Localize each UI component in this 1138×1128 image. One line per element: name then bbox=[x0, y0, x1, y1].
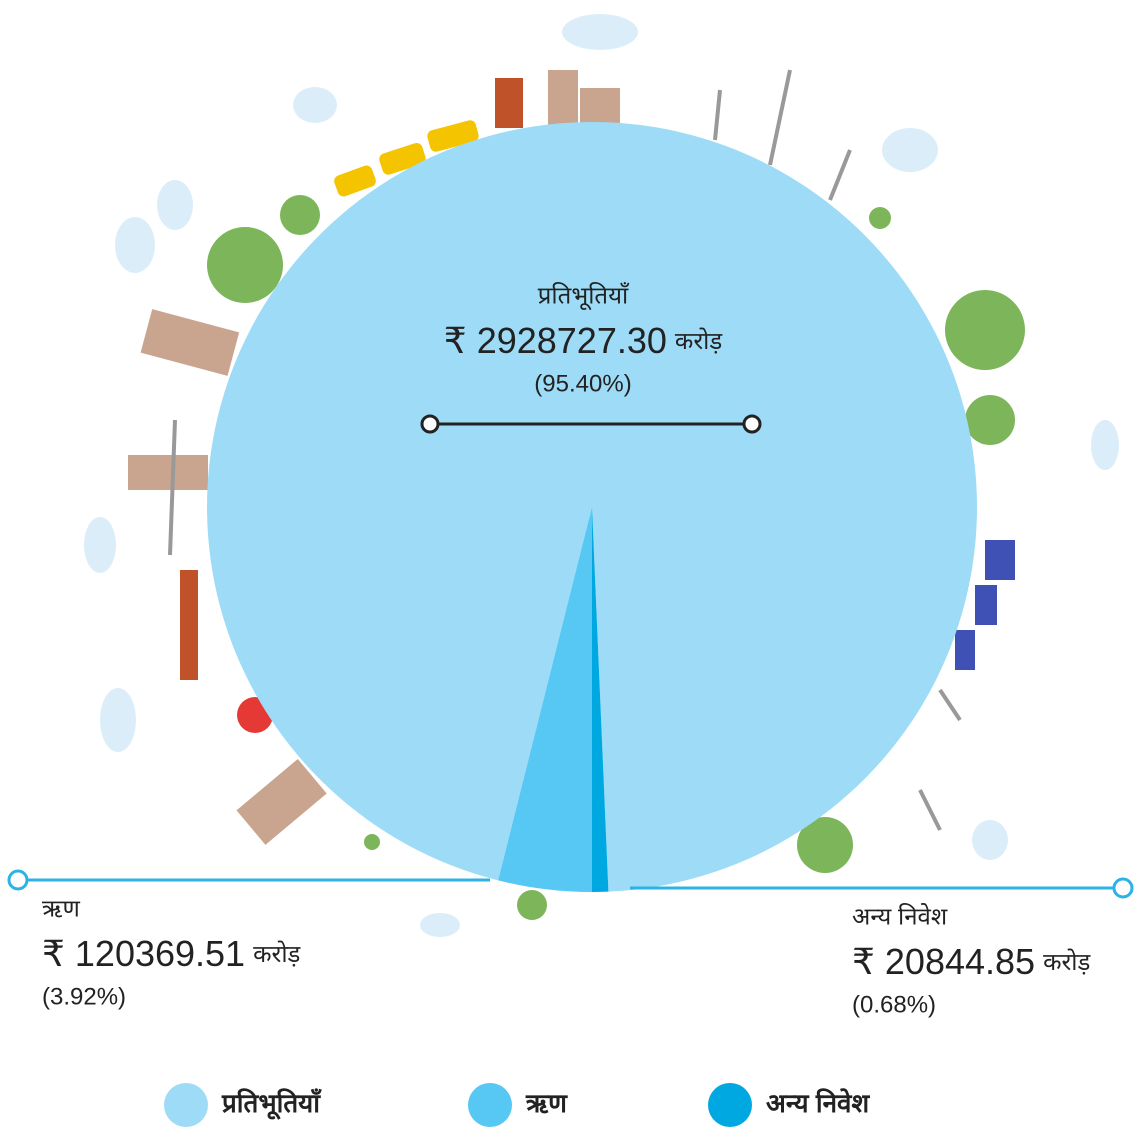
slice-name: प्रतिभूतियॉं bbox=[538, 281, 630, 310]
legend-label: प्रतिभूतियॉं bbox=[221, 1088, 322, 1120]
legend-swatch bbox=[708, 1083, 752, 1127]
pie-slice bbox=[206, 121, 977, 892]
value-label: ₹ 2928727.30 करोड़ bbox=[444, 320, 724, 361]
value-amount: ₹ 20844.85 bbox=[852, 941, 1035, 982]
legend-label: ऋण bbox=[525, 1088, 568, 1118]
value-unit: करोड़ bbox=[675, 327, 723, 355]
legend-label: अन्य निवेश bbox=[766, 1088, 870, 1118]
value-unit: करोड़ bbox=[253, 940, 301, 968]
percent-label: (3.92%) bbox=[42, 983, 126, 1010]
slice-name: ऋण bbox=[42, 895, 80, 922]
decoration bbox=[84, 14, 1119, 937]
value-amount: ₹ 2928727.30 bbox=[444, 320, 667, 361]
value-label: ₹ 20844.85 करोड़ bbox=[852, 941, 1092, 982]
pie-slice bbox=[592, 507, 609, 892]
value-unit: करोड़ bbox=[1043, 948, 1091, 976]
legend-swatch bbox=[468, 1083, 512, 1127]
value-amount: ₹ 120369.51 bbox=[42, 933, 245, 974]
percent-label: (95.40%) bbox=[534, 370, 631, 397]
slice-name: अन्य निवेश bbox=[852, 902, 948, 930]
legend-swatch bbox=[164, 1083, 208, 1127]
value-label: ₹ 120369.51 करोड़ bbox=[42, 933, 302, 974]
percent-label: (0.68%) bbox=[852, 991, 936, 1018]
connector bbox=[7, 414, 1134, 899]
pie-slice bbox=[498, 507, 592, 892]
